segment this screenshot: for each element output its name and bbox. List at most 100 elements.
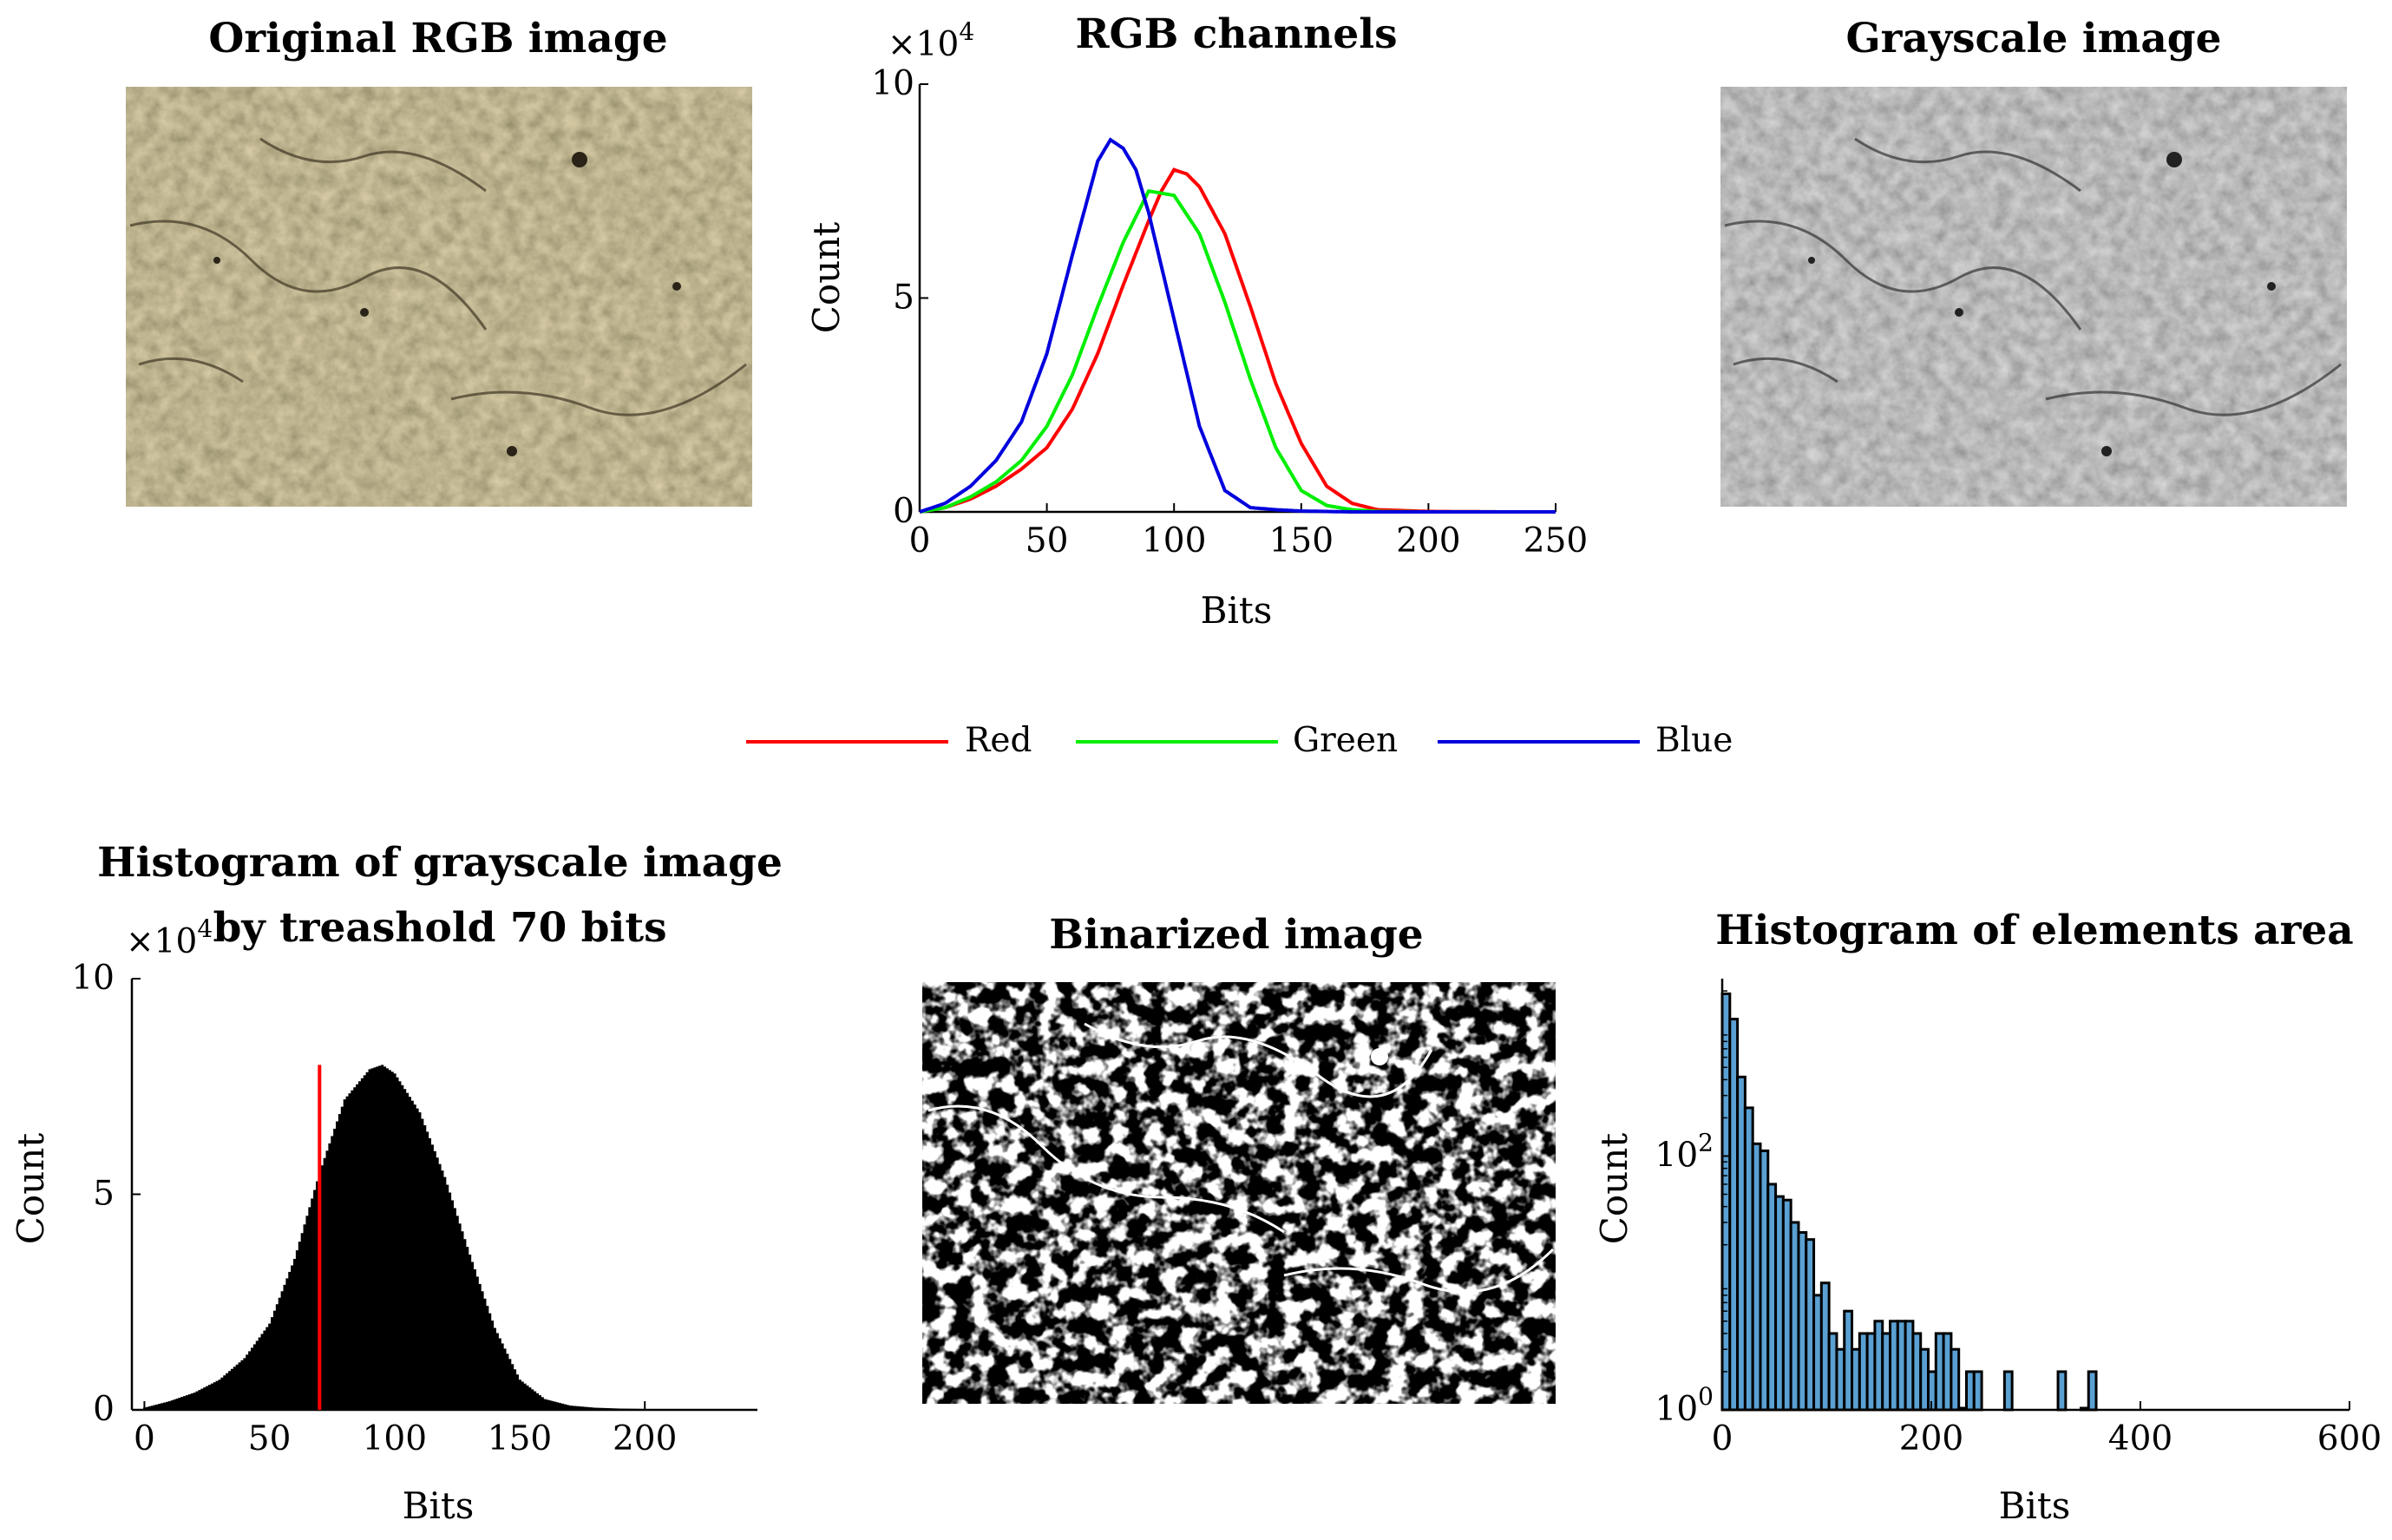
hist-gray-bar — [180, 1397, 184, 1410]
hist-gray-bar — [521, 1381, 524, 1410]
hist-gray-bar — [563, 1404, 567, 1410]
hist-gray-bar — [490, 1320, 495, 1410]
hist-gray-bar — [150, 1406, 154, 1410]
hist-gray-bar — [383, 1066, 387, 1410]
original-title: Original RGB image — [208, 15, 667, 62]
hist-gray-bar — [203, 1387, 206, 1410]
hist-area-y-tick-label: 102 — [1655, 1128, 1714, 1175]
hist-gray-x-tick-label: 100 — [363, 1419, 427, 1458]
hist-gray-bar — [238, 1362, 241, 1410]
hist-gray-bar — [488, 1313, 492, 1410]
rgb-y-tick-label: 10 — [871, 64, 914, 103]
gray-panel: Grayscale image — [1720, 15, 2347, 507]
hist-gray-bar — [551, 1400, 554, 1410]
hist-gray-y-tick-label: 10 — [71, 959, 115, 998]
hist-gray-bar — [433, 1150, 436, 1410]
hist-gray-bar — [300, 1233, 304, 1410]
hist-gray-bar — [303, 1224, 306, 1410]
hist-gray-bar — [226, 1373, 229, 1410]
hist-gray-bar — [573, 1406, 577, 1410]
hist-gray-bar — [593, 1407, 597, 1410]
hist-gray-bar — [223, 1375, 226, 1410]
hist-gray-bar — [546, 1399, 549, 1410]
hist-gray-bar — [413, 1104, 416, 1410]
hist-gray-bar — [651, 1409, 654, 1410]
hist-gray-bar — [213, 1382, 217, 1410]
hist-gray-bar — [591, 1407, 594, 1410]
hist-gray-bar — [360, 1078, 364, 1410]
hist-gray-bar — [398, 1081, 402, 1410]
hist-gray-bar — [210, 1383, 214, 1410]
hist-gray-exponent-power: 4 — [197, 914, 213, 943]
hist-gray-bar — [308, 1207, 311, 1410]
hist-gray-bar — [606, 1408, 609, 1410]
hist-gray-bar — [515, 1374, 519, 1410]
hist-gray-bar — [495, 1333, 499, 1410]
hist-gray-bar — [218, 1379, 221, 1410]
binarized-image-texture — [922, 982, 1556, 1404]
hist-gray-bar — [421, 1118, 424, 1410]
hist-gray-bar — [623, 1408, 626, 1410]
hist-gray-bar — [283, 1284, 286, 1410]
hist-gray-bar — [455, 1216, 459, 1410]
hist-gray-bar — [578, 1406, 582, 1410]
hist-gray-bar — [448, 1192, 452, 1410]
rgb-y-tick-label: 0 — [893, 492, 914, 531]
hist-gray-bar — [553, 1401, 557, 1410]
hist-gray-bar — [305, 1216, 309, 1410]
hist-gray-bar — [620, 1408, 625, 1410]
hist-gray-bar — [165, 1401, 169, 1410]
rgb-xlabel: Bits — [1201, 589, 1273, 632]
hist-gray-bar — [207, 1385, 212, 1410]
hist-gray-bar — [345, 1096, 349, 1410]
hist-gray-bar — [486, 1306, 489, 1410]
hist-gray-y-tick-label: 5 — [93, 1175, 115, 1214]
hist-gray-bar — [265, 1327, 269, 1410]
hist-gray-bar — [653, 1409, 657, 1410]
legend-blue-label: Blue — [1655, 721, 1733, 760]
hist-gray-bar — [416, 1108, 419, 1410]
hist-gray-bar — [656, 1409, 659, 1410]
hist-gray-bar — [560, 1403, 564, 1410]
hist-gray-bar — [481, 1291, 484, 1410]
hist-gray-bar — [275, 1304, 279, 1410]
hist-gray-bar — [463, 1239, 467, 1410]
hist-gray-exponent: ×104 — [126, 914, 213, 961]
hist-gray-bar — [445, 1184, 449, 1410]
hist-gray-bar — [543, 1399, 547, 1410]
hist-gray-bar — [501, 1343, 504, 1410]
hist-gray-bar — [353, 1087, 357, 1410]
hist-area-bar — [2056, 1370, 2068, 1412]
hist-gray-bar — [538, 1395, 541, 1410]
hist-gray-bar — [506, 1353, 509, 1410]
hist-gray-bar — [295, 1250, 299, 1410]
hist-gray-bar — [155, 1404, 159, 1410]
hist-area-title: Histogram of elements area — [1715, 907, 2353, 954]
hist-gray-bar — [681, 1409, 685, 1410]
original-image-texture — [126, 87, 752, 507]
hist-gray-bar — [493, 1327, 497, 1410]
hist-gray-bar — [503, 1348, 507, 1410]
hist-gray-bar — [678, 1409, 682, 1410]
hist-gray-bar — [558, 1403, 561, 1410]
hist-gray-bar — [356, 1084, 359, 1410]
hist-gray-bar — [535, 1393, 540, 1410]
hist-area-ylabel: Count — [1593, 1133, 1635, 1245]
hist-gray-bar — [450, 1200, 454, 1410]
hist-gray-bar — [170, 1400, 174, 1410]
rgb-axes: 0 50 100 150 200 250 0 5 10 — [871, 64, 1588, 560]
hist-gray-bar — [410, 1100, 414, 1410]
hist-gray-bar — [430, 1144, 434, 1410]
hist-gray-bar — [580, 1406, 584, 1410]
hist-gray-bar — [663, 1409, 667, 1410]
hist-gray-x-tick-label: 0 — [134, 1419, 155, 1458]
hist-gray-bar — [608, 1408, 612, 1410]
hist-gray-bar — [380, 1065, 384, 1410]
hist-gray-bar — [288, 1271, 292, 1410]
hist-gray-bar — [376, 1066, 379, 1410]
hist-area-x-tick-label: 600 — [2317, 1419, 2382, 1458]
hist-gray-bar — [272, 1310, 277, 1410]
hist-gray-bar — [235, 1364, 239, 1410]
hist-gray-bar — [193, 1393, 196, 1410]
